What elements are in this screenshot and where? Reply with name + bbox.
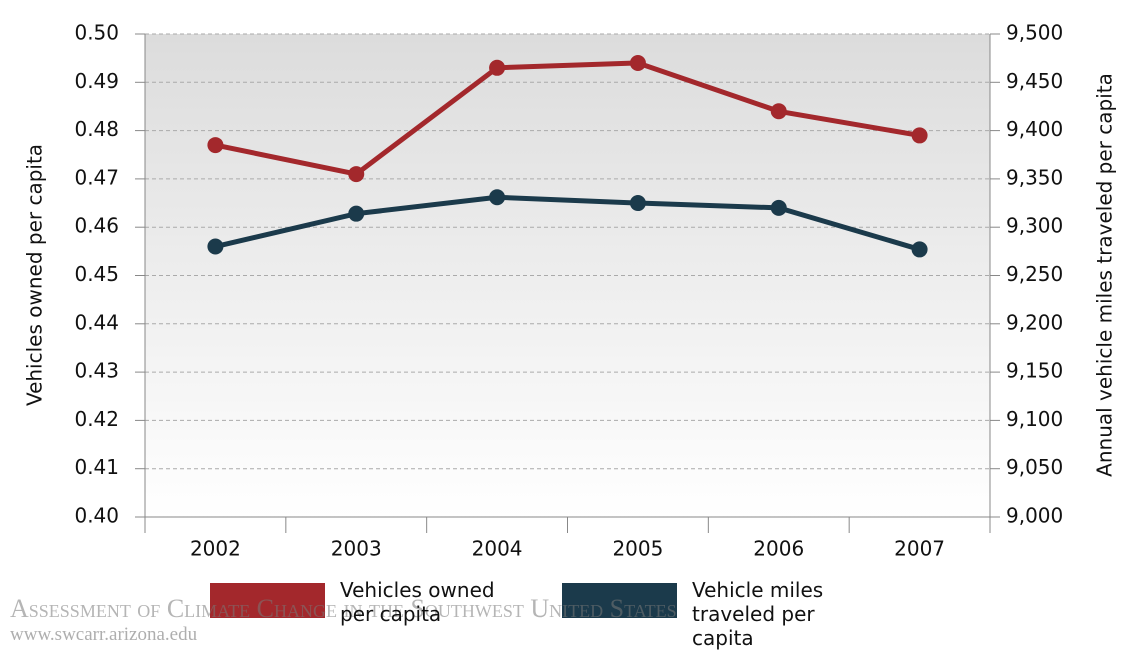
y2-tick-label: 9,250 [1006, 262, 1063, 286]
data-point [629, 54, 646, 71]
y2-tick-label: 9,300 [1006, 214, 1063, 238]
data-point [911, 127, 928, 144]
y-tick-label: 0.43 [74, 359, 119, 383]
x-tick-label: 2006 [753, 537, 804, 561]
data-point [489, 189, 506, 206]
y2-tick-label: 9,350 [1006, 165, 1063, 189]
y-tick-label: 0.48 [74, 117, 119, 141]
data-point [348, 205, 365, 222]
y-tick-label: 0.46 [74, 214, 119, 238]
data-point [629, 195, 646, 212]
x-tick-label: 2004 [472, 537, 523, 561]
y-tick-label: 0.50 [74, 21, 119, 45]
data-point [770, 199, 787, 216]
legend-swatch [210, 583, 325, 618]
data-point [911, 241, 928, 258]
legend-label: Vehicle miles traveled per capita [692, 578, 824, 650]
data-point [770, 103, 787, 120]
y2-tick-label: 9,400 [1006, 117, 1063, 141]
data-point [489, 59, 506, 76]
watermark-url: www.swcarr.arizona.edu [10, 624, 198, 645]
y-tick-label: 0.40 [74, 504, 119, 528]
legend-label: Vehicles owned per capita [340, 578, 495, 626]
y2-tick-label: 9,450 [1006, 69, 1063, 93]
x-tick-label: 2007 [894, 537, 945, 561]
x-tick-label: 2003 [331, 537, 382, 561]
y-tick-label: 0.42 [74, 407, 119, 431]
series-line [214, 60, 921, 177]
y-tick-label: 0.41 [74, 455, 119, 479]
series-line [214, 194, 921, 252]
legend-swatch [562, 583, 677, 618]
data-point [348, 166, 365, 183]
y2-tick-label: 9,000 [1006, 504, 1063, 528]
x-tick-label: 2005 [612, 537, 663, 561]
watermark: Assessment of Climate Change in the Sout… [10, 594, 677, 623]
y-tick-label: 0.44 [74, 310, 119, 334]
y2-tick-label: 9,200 [1006, 310, 1063, 334]
y2-tick-label: 9,500 [1006, 21, 1063, 45]
y2-tick-label: 9,150 [1006, 359, 1063, 383]
y-axis-label: Vehicles owned per capita [23, 144, 47, 406]
y2-axis-label: Annual vehicle miles traveled per capita [1093, 73, 1117, 477]
data-point [207, 137, 224, 154]
y-tick-label: 0.45 [74, 262, 119, 286]
y2-tick-label: 9,050 [1006, 455, 1063, 479]
x-tick-label: 2002 [190, 537, 241, 561]
y-tick-label: 0.47 [74, 165, 119, 189]
y2-tick-label: 9,100 [1006, 407, 1063, 431]
data-point [207, 238, 224, 255]
y-tick-label: 0.49 [74, 69, 119, 93]
